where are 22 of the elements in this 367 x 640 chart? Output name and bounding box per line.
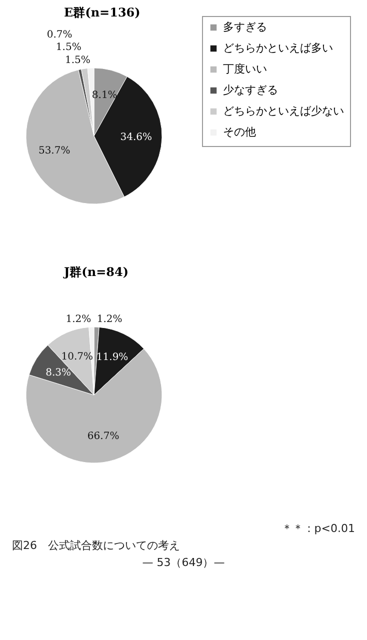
data-label: 11.9% (96, 352, 128, 364)
data-label: 10.7% (61, 351, 94, 362)
chart-title: J群(n=84) (63, 265, 129, 279)
data-label: 53.7% (38, 145, 70, 156)
text: — 53（649）— (141, 555, 226, 570)
caption: 図26 公式試合数についての考え (12, 538, 181, 553)
legend-label: その他 (223, 126, 256, 138)
legend-label: どちらかといえば少ない (223, 104, 344, 118)
data-label: 1.2% (66, 314, 92, 326)
data-label: 0.7% (46, 29, 72, 40)
legend-label: どちらかといえば多い (223, 42, 333, 54)
legend-label: 多すぎる (223, 20, 267, 34)
data-label: 8.3% (46, 368, 72, 379)
chart-title: E群(n=136) (64, 6, 140, 20)
text: ＊＊：p<0.01 (280, 521, 355, 536)
legend-label: 少なすぎる (223, 84, 278, 96)
data-label: 1.2% (96, 314, 122, 326)
data-label: 1.5% (65, 55, 90, 66)
data-label: 66.7% (87, 431, 120, 442)
data-label: 1.5% (56, 42, 82, 53)
data-label: 34.6% (120, 132, 152, 143)
legend-label: 丁度いい (223, 62, 267, 76)
